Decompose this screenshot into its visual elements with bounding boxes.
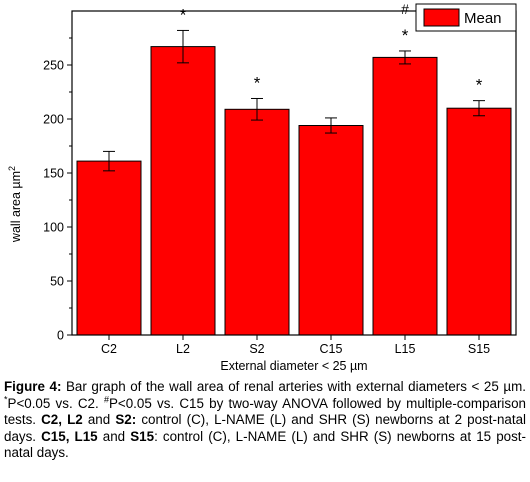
star-marker: * [254, 74, 261, 93]
x-tick-label-c15: C15 [320, 342, 343, 356]
y-tick-label: 200 [43, 113, 64, 127]
y-tick-label: 100 [43, 221, 64, 235]
caption-text-2: P<0.05 vs. C2. [7, 395, 104, 411]
star-marker: * [180, 5, 187, 24]
caption-group-15: C15, L15 [41, 428, 98, 444]
error-bar-c15 [325, 117, 337, 134]
figure-caption: Figure 4: Bar graph of the wall area of … [4, 379, 526, 462]
x-axis-label: External diameter < 25 µm [220, 359, 367, 373]
bars [76, 46, 512, 336]
bar-c2 [76, 160, 142, 336]
caption-s2: S2: [115, 412, 137, 428]
x-axis: C2 L2 S2 C15 L15 S15 [101, 335, 490, 356]
y-tick-label: 0 [57, 329, 64, 343]
bar-l2 [150, 46, 216, 336]
caption-figure-label: Figure 4: [4, 379, 62, 394]
caption-and-2: and [97, 428, 131, 444]
bar-s15 [446, 107, 512, 336]
legend-label: Mean [464, 10, 502, 27]
caption-star-marker: * [4, 394, 8, 405]
x-tick-label-l15: L15 [395, 342, 416, 356]
caption-text-1: Bar graph of the wall area of renal arte… [61, 379, 526, 394]
caption-hash-marker: # [103, 394, 109, 405]
error-bar-l15 [399, 50, 411, 65]
significance-annotations: *#**#* [180, 1, 483, 95]
caption-group-2: C2, L2 [41, 412, 83, 428]
legend: Mean [415, 3, 517, 32]
star-marker: * [402, 26, 409, 45]
y-axis-label-text: wall area µm [9, 171, 23, 243]
legend-swatch [423, 8, 460, 27]
star-marker: * [476, 76, 483, 95]
error-bars [103, 29, 485, 172]
y-tick-label: 150 [43, 167, 64, 181]
y-axis: 0 50 100 150 200 250 [43, 37, 72, 343]
caption-s15: S15 [130, 428, 155, 444]
bar-l15 [372, 56, 438, 336]
y-tick-label: 50 [50, 275, 64, 289]
caption-and-1: and [82, 412, 116, 428]
hash-marker: # [401, 1, 409, 17]
error-bar-c2 [103, 150, 115, 172]
x-tick-label-c2: C2 [101, 342, 117, 356]
y-axis-label: wall area µm2 [7, 166, 23, 243]
error-bar-s2 [251, 97, 263, 121]
x-tick-label-s2: S2 [249, 342, 264, 356]
y-axis-label-superscript: 2 [7, 166, 17, 171]
error-bar-s15 [473, 100, 485, 117]
caption-text-4: control (C), L-NAME (L) and SHR (S) newb… [4, 412, 526, 444]
error-bar-l2 [177, 29, 189, 64]
caption-text-5: : control (C), L-NAME (L) and SHR (S) ne… [4, 428, 526, 461]
bar-s2 [224, 108, 290, 336]
bar-c15 [298, 125, 364, 336]
caption-text-3: P<0.05 vs. C15 by two-way ANOVA followed… [4, 395, 526, 428]
x-tick-label-l2: L2 [176, 342, 190, 356]
x-tick-label-s15: S15 [468, 342, 490, 356]
y-tick-label: 250 [43, 59, 64, 73]
